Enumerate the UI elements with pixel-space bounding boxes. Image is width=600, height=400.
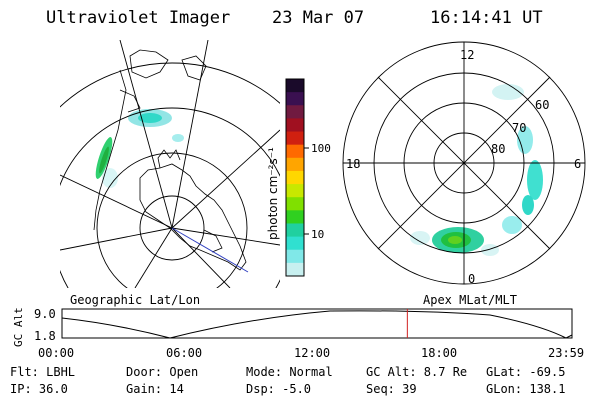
colorbar-stripe bbox=[286, 79, 304, 93]
colorbar-stripe bbox=[286, 118, 304, 133]
colorbar-stripe bbox=[286, 236, 304, 251]
seq-info: Seq: 39 bbox=[366, 382, 417, 396]
time-tick-1800: 18:00 bbox=[421, 346, 457, 360]
gain-info: Gain: 14 bbox=[126, 382, 184, 396]
geographic-map bbox=[60, 40, 280, 288]
colorbar-stripe bbox=[286, 210, 304, 224]
mlt-label-0: 0 bbox=[468, 272, 475, 286]
mlt-label-18: 18 bbox=[346, 157, 360, 171]
colorbar-gradient bbox=[286, 79, 304, 277]
mlat-label-80: 80 bbox=[491, 142, 505, 156]
mlat-label-70: 70 bbox=[512, 121, 526, 135]
filter-info: Flt: LBHL bbox=[10, 365, 76, 379]
alt-tick-9: 9.0 bbox=[34, 307, 56, 321]
mode-info: Mode: Normal bbox=[246, 365, 333, 379]
colorbar-stripe bbox=[286, 131, 304, 146]
left-aurora-emission bbox=[95, 109, 184, 188]
colorbar-stripe bbox=[286, 157, 304, 172]
colorbar-stripe bbox=[286, 105, 304, 119]
colorbar-stripe bbox=[286, 197, 304, 211]
ip-info: IP: 36.0 bbox=[10, 382, 68, 396]
colorbar-stripe bbox=[286, 170, 304, 185]
altitude-curve bbox=[61, 310, 573, 339]
time-tick-0600: 06:00 bbox=[166, 346, 202, 360]
right-aurora-emission bbox=[410, 84, 543, 256]
time-tick-2359: 23:59 bbox=[548, 346, 584, 360]
coastlines bbox=[93, 49, 247, 271]
glon-info: GLon: 138.1 bbox=[486, 382, 566, 396]
colorbar-stripe bbox=[286, 223, 304, 238]
mlt-label-12: 12 bbox=[460, 48, 474, 62]
mlat-label-60: 60 bbox=[535, 98, 549, 112]
observation-date: 23 Mar 07 bbox=[272, 8, 365, 28]
colorbar-stripe bbox=[286, 184, 304, 198]
gc-alt-info: GC Alt: 8.7 Re bbox=[366, 365, 468, 379]
colorbar-stripe bbox=[286, 262, 304, 277]
mlt-label-6: 6 bbox=[574, 157, 581, 171]
glat-info: GLat: -69.5 bbox=[486, 365, 566, 379]
magnetic-polar-plot: 12 18 6 0 60 70 80 bbox=[342, 41, 586, 286]
dsp-info: Dsp: -5.0 bbox=[246, 382, 312, 396]
footprint-trace bbox=[171, 227, 249, 273]
geographic-grid bbox=[60, 40, 280, 288]
colorbar: 100 10 photon cm⁻²s⁻¹ bbox=[266, 78, 331, 277]
time-tick-0000: 00:00 bbox=[38, 346, 74, 360]
door-info: Door: Open bbox=[126, 365, 199, 379]
observation-time: 16:14:41 UT bbox=[430, 8, 543, 28]
colorbar-stripe bbox=[286, 92, 304, 106]
instrument-title: Ultraviolet Imager bbox=[46, 8, 231, 28]
time-tick-1200: 12:00 bbox=[294, 346, 330, 360]
magnetic-map-caption: Apex MLat/MLT bbox=[423, 293, 517, 307]
colorbar-tick-100: 100 bbox=[311, 142, 331, 155]
colorbar-stripe bbox=[286, 249, 304, 264]
magnetic-grid bbox=[342, 41, 586, 285]
colorbar-tick-10: 10 bbox=[311, 228, 324, 241]
colorbar-unit-label: photon cm⁻²s⁻¹ bbox=[266, 147, 280, 240]
colorbar-stripe bbox=[286, 144, 304, 159]
alt-axis-label: GC Alt bbox=[12, 307, 25, 347]
alt-tick-1-8: 1.8 bbox=[34, 329, 56, 343]
altitude-timeline: 9.0 1.8 GC Alt 00:00 06:00 12:00 18:00 2… bbox=[12, 307, 584, 360]
geographic-map-caption: Geographic Lat/Lon bbox=[70, 293, 200, 307]
